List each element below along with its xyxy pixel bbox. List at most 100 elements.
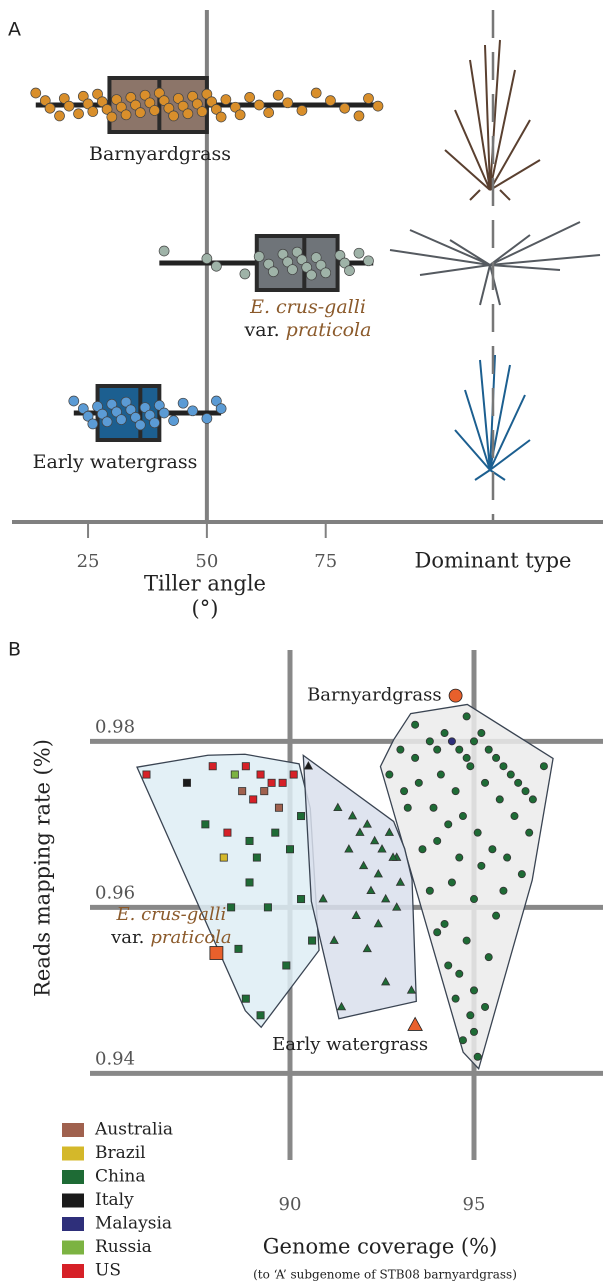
data-point (192, 98, 203, 110)
data-point (96, 96, 108, 108)
y-tick-label: 0.98 (95, 716, 135, 737)
annotation: E. crus-galli (116, 904, 227, 925)
plant-upright (444, 39, 541, 201)
data-point (310, 87, 322, 99)
x-tick-label: 25 (77, 551, 100, 572)
data-point (291, 246, 303, 258)
data-point (462, 712, 471, 721)
reference-marker (209, 946, 224, 960)
data-point (429, 803, 438, 812)
data-point (92, 401, 103, 412)
data-point (303, 761, 314, 770)
data-point (282, 97, 294, 109)
data-point (473, 828, 482, 837)
data-point (111, 406, 122, 418)
data-point (134, 419, 146, 431)
data-point (373, 918, 383, 928)
legend-label: Australia (94, 1120, 173, 1140)
group-hull (302, 754, 417, 1020)
legend-label: Malaysia (95, 1214, 172, 1234)
data-point (39, 95, 51, 106)
data-point (484, 745, 493, 754)
data-point (245, 836, 254, 845)
data-point (139, 402, 151, 413)
data-point (54, 110, 65, 122)
data-point (256, 770, 265, 779)
data-point (230, 101, 241, 113)
data-point (370, 835, 380, 845)
data-point (144, 97, 156, 109)
data-point (525, 828, 534, 837)
group-hull (136, 753, 320, 1029)
data-point (201, 413, 213, 424)
data-point (296, 254, 308, 266)
data-point (481, 1002, 490, 1011)
data-point (521, 787, 530, 796)
data-point (115, 101, 127, 113)
data-point (68, 395, 80, 407)
data-point (396, 745, 405, 754)
data-point (455, 745, 464, 754)
data-point (297, 812, 306, 821)
legend-label: Russia (95, 1237, 152, 1257)
data-point (372, 100, 384, 112)
data-point (158, 95, 170, 106)
data-point (44, 102, 56, 114)
legend-label: China (95, 1167, 145, 1187)
annotation: Barnyardgrass (89, 143, 231, 165)
data-point (469, 737, 478, 746)
data-point (263, 107, 275, 118)
data-point (125, 404, 137, 416)
data-point (353, 247, 365, 259)
data-point (206, 96, 217, 108)
data-point (92, 88, 103, 100)
data-point (333, 802, 343, 812)
data-point (101, 104, 113, 115)
data-point (125, 92, 137, 103)
data-point (278, 778, 287, 787)
data-point (351, 910, 361, 919)
data-point (436, 770, 445, 779)
annotation-part: var. (244, 319, 280, 341)
data-point (320, 267, 332, 279)
data-point (297, 895, 306, 904)
legend-swatch (62, 1217, 84, 1231)
data-point (211, 395, 222, 407)
data-point (271, 828, 280, 837)
data-point (411, 720, 420, 729)
data-point (466, 762, 475, 771)
data-point (451, 994, 460, 1003)
data-point (506, 770, 515, 779)
annotation: Barnyardgrass (307, 685, 442, 706)
data-point (82, 410, 94, 422)
annotation-part: Early watergrass (272, 1034, 428, 1055)
annotation-part: praticola (286, 319, 372, 341)
data-point (325, 95, 336, 106)
legend-swatch (62, 1146, 84, 1161)
data-point (268, 266, 279, 278)
data-point (355, 827, 365, 836)
data-point (282, 961, 291, 970)
data-point (182, 778, 191, 787)
data-point (77, 403, 89, 414)
y-axis-title: Reads mapping rate (%) (31, 739, 55, 997)
data-point (466, 1011, 475, 1020)
data-point (358, 860, 369, 870)
data-point (227, 903, 236, 912)
annotation: var. praticola (110, 927, 232, 948)
reference-marker (448, 688, 463, 703)
data-point (111, 94, 122, 105)
x-axis-title: Genome coverage (%) (263, 1235, 498, 1259)
data-point (163, 102, 175, 114)
data-point (63, 100, 75, 112)
legend-label: US (95, 1261, 121, 1281)
data-point (411, 753, 420, 762)
data-point (447, 878, 456, 887)
data-point (234, 944, 243, 953)
data-point (406, 985, 417, 994)
data-point (30, 87, 42, 99)
data-point (130, 99, 141, 111)
data-point (477, 861, 486, 870)
data-point (469, 1027, 478, 1036)
annotation: var. praticola (244, 319, 372, 341)
